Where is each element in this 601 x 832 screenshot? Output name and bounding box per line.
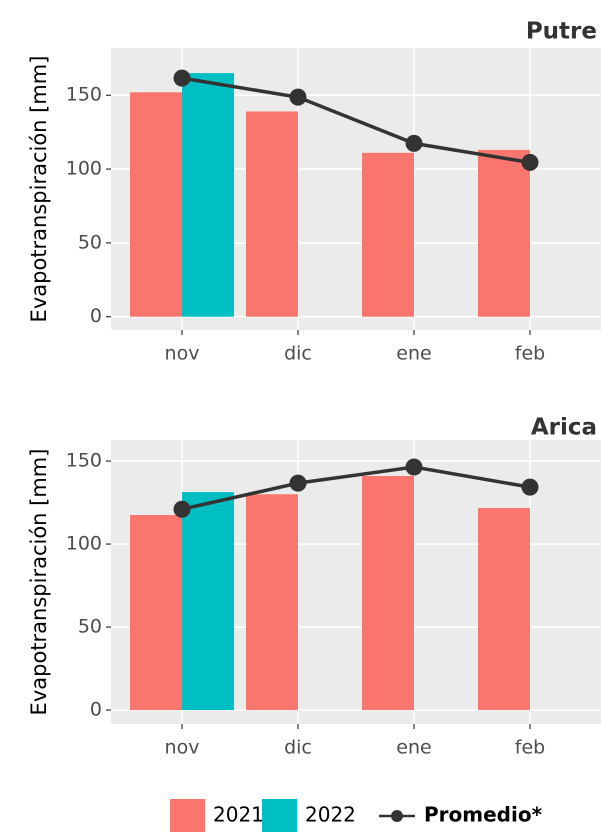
x-tick-label: nov [165,343,200,365]
y-axis-label: Evapotranspiración [mm] [27,56,51,323]
y-tick-label: 150 [66,450,102,472]
legend-point [391,810,403,822]
y-tick-label: 150 [66,84,102,106]
y-tick-label: 100 [66,533,102,555]
y-tick-label: 0 [90,305,102,327]
chart-title: Arica [531,415,597,441]
bar [246,111,298,317]
legend-label: 2022 [305,803,356,827]
bar [478,149,530,317]
x-tick-label: nov [165,737,200,759]
point [173,69,191,87]
bar [362,476,414,711]
bar [478,508,530,711]
y-tick-label: 100 [66,158,102,180]
point [289,474,307,492]
legend-swatch [170,799,205,832]
y-axis-label: Evapotranspiración [mm] [27,449,51,716]
x-tick-label: ene [396,343,431,365]
point [289,88,307,106]
bar [246,494,298,711]
legend-label: 2021 [213,803,264,827]
point [405,134,423,152]
x-tick-label: dic [284,737,312,759]
line [181,76,531,165]
legend-label: Promedio* [424,803,543,827]
line [181,465,531,511]
y-tick-label: 50 [78,231,102,253]
x-tick-label: dic [284,343,312,365]
bar [182,492,234,711]
point [173,500,191,518]
bar [130,515,182,711]
x-tick-label: ene [396,737,431,759]
x-tick-label: feb [515,343,545,365]
bar [182,73,234,317]
point [521,478,539,496]
bar [130,92,182,317]
y-tick-label: 0 [90,699,102,721]
point [521,153,539,171]
point [405,458,423,476]
legend-swatch [262,799,297,832]
bar [362,152,414,317]
chart-title: Putre [526,19,597,45]
x-tick-label: feb [515,737,545,759]
y-tick-label: 50 [78,616,102,638]
